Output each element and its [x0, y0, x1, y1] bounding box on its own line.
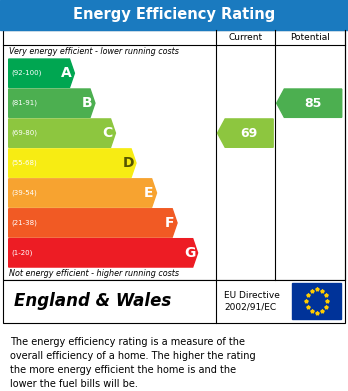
Text: (21-38): (21-38) — [11, 220, 37, 226]
Text: C: C — [103, 126, 113, 140]
Polygon shape — [9, 89, 95, 117]
Text: (81-91): (81-91) — [11, 100, 38, 106]
Text: G: G — [184, 246, 196, 260]
Text: (1-20): (1-20) — [11, 249, 33, 256]
Text: The energy efficiency rating is a measure of the
overall efficiency of a home. T: The energy efficiency rating is a measur… — [10, 337, 256, 389]
Text: B: B — [82, 96, 93, 110]
Text: (69-80): (69-80) — [11, 130, 38, 136]
Polygon shape — [9, 149, 136, 177]
Text: D: D — [122, 156, 134, 170]
Text: (92-100): (92-100) — [11, 70, 42, 77]
Polygon shape — [9, 59, 74, 88]
Text: 85: 85 — [304, 97, 322, 109]
Text: A: A — [61, 66, 72, 80]
Bar — [0, 0, 348, 30]
Bar — [3, 30, 345, 280]
Text: Energy Efficiency Rating: Energy Efficiency Rating — [73, 7, 275, 22]
Text: 69: 69 — [240, 127, 258, 140]
Text: England & Wales: England & Wales — [14, 292, 171, 310]
Bar — [3, 280, 345, 323]
Polygon shape — [9, 119, 116, 147]
Text: (39-54): (39-54) — [11, 190, 37, 196]
Text: Current: Current — [228, 33, 262, 42]
Polygon shape — [9, 179, 157, 207]
Polygon shape — [277, 89, 342, 117]
Polygon shape — [9, 239, 198, 267]
Text: Potential: Potential — [290, 33, 330, 42]
Text: (55-68): (55-68) — [11, 160, 37, 166]
Text: F: F — [165, 216, 174, 230]
Text: E: E — [144, 186, 153, 200]
Text: Very energy efficient - lower running costs: Very energy efficient - lower running co… — [9, 47, 179, 56]
Text: EU Directive
2002/91/EC: EU Directive 2002/91/EC — [224, 291, 280, 312]
Polygon shape — [9, 209, 177, 237]
Text: Not energy efficient - higher running costs: Not energy efficient - higher running co… — [9, 269, 179, 278]
Bar — [292, 283, 341, 319]
Polygon shape — [218, 119, 273, 147]
